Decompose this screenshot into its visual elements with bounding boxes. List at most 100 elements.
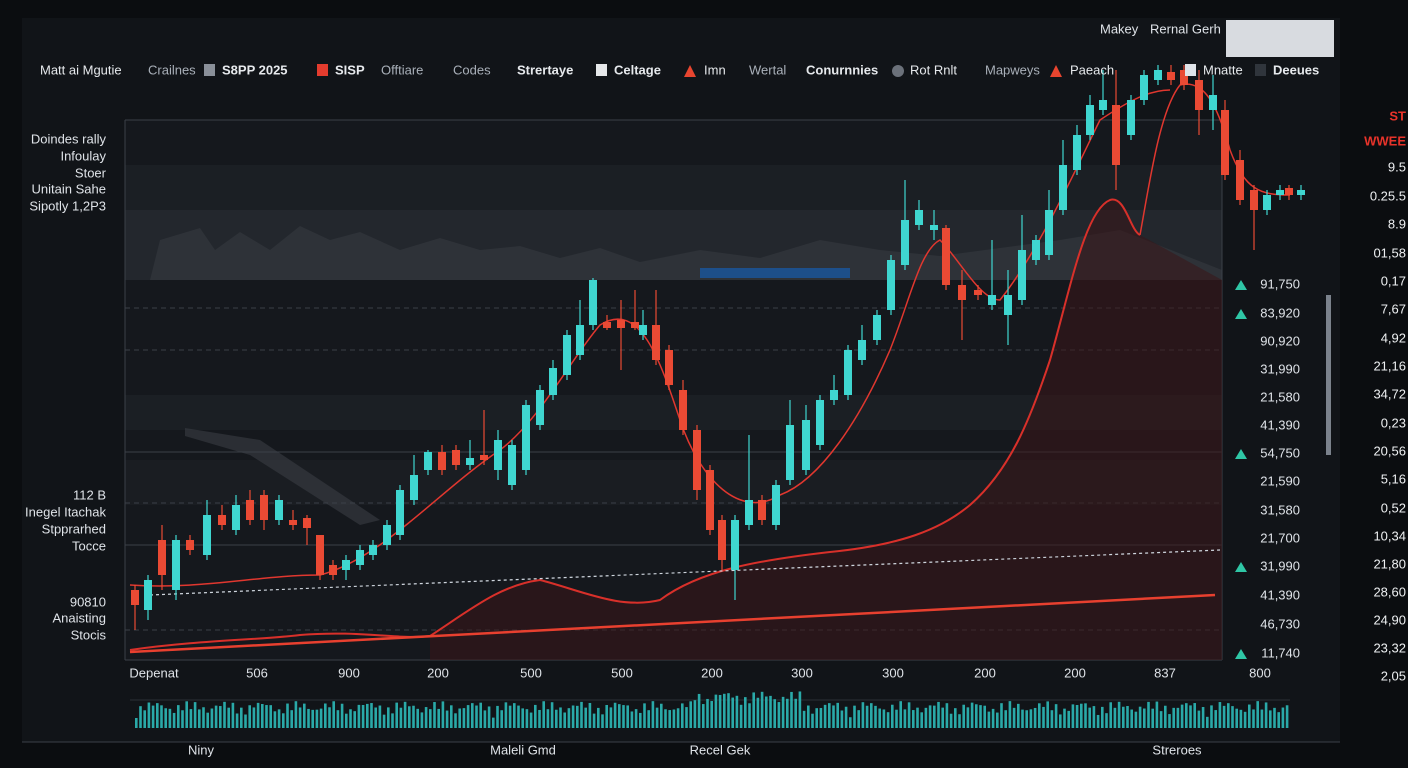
volume-bar bbox=[1264, 702, 1268, 728]
volume-bar bbox=[1151, 708, 1154, 728]
toolbar-item[interactable]: S8PP 2025 bbox=[222, 62, 288, 77]
volume-bar bbox=[672, 709, 676, 728]
candle-body bbox=[246, 500, 254, 520]
toolbar-item[interactable]: Offtiare bbox=[381, 62, 423, 77]
candle-body bbox=[639, 325, 647, 335]
toolbar-item[interactable]: Codes bbox=[453, 62, 491, 77]
toolbar-item[interactable]: Strertaye bbox=[517, 62, 573, 77]
volume-bar bbox=[273, 711, 277, 728]
price-label: 41,390 bbox=[1260, 587, 1300, 602]
volume-bar bbox=[156, 703, 159, 728]
toolbar-item[interactable]: Matt ai Mgutie bbox=[40, 62, 122, 77]
volume-bar bbox=[492, 717, 495, 728]
candle-body bbox=[652, 325, 660, 360]
volume-bar bbox=[815, 708, 818, 728]
candle-body bbox=[410, 475, 418, 500]
price-label: 90,920 bbox=[1260, 333, 1300, 348]
support-line bbox=[149, 549, 1221, 596]
side-value: 10,34 bbox=[1373, 528, 1406, 543]
candle-body bbox=[1209, 95, 1217, 110]
footer-label[interactable]: Streroes bbox=[1152, 742, 1202, 757]
volume-bar bbox=[1021, 709, 1024, 728]
candle-body bbox=[830, 390, 838, 400]
header-label[interactable]: Makey bbox=[1100, 21, 1139, 36]
volume-bar bbox=[1193, 703, 1196, 728]
candle-body bbox=[396, 490, 404, 535]
volume-bar bbox=[949, 713, 953, 728]
volume-bar bbox=[912, 710, 915, 728]
x-tick-label: 200 bbox=[701, 665, 723, 680]
candle-body bbox=[480, 455, 488, 460]
volume-bar bbox=[290, 710, 293, 728]
volume-bar bbox=[975, 704, 978, 728]
volume-bar bbox=[928, 705, 932, 728]
toolbar-item[interactable]: Rot Rnlt bbox=[910, 62, 957, 77]
candle-body bbox=[275, 500, 283, 520]
footer-label[interactable]: Recel Gek bbox=[690, 742, 751, 757]
volume-bar bbox=[214, 705, 218, 728]
price-label: 21,700 bbox=[1260, 530, 1300, 545]
volume-bar bbox=[933, 705, 936, 728]
volume-bar bbox=[1113, 707, 1117, 728]
volume-bar bbox=[504, 702, 508, 728]
candle-body bbox=[1086, 105, 1094, 135]
search-box[interactable] bbox=[1226, 20, 1334, 57]
candle-body bbox=[1263, 195, 1271, 210]
up-arrow bbox=[1235, 562, 1247, 572]
candles bbox=[131, 65, 1305, 630]
volume-bar bbox=[966, 707, 970, 728]
volume-bar bbox=[870, 703, 873, 728]
volume-bar bbox=[613, 702, 617, 728]
toolbar-item[interactable]: Wertal bbox=[749, 62, 786, 77]
volume-bar bbox=[840, 710, 844, 728]
toolbar-item[interactable]: Paeach bbox=[1070, 62, 1114, 77]
side-value: 0,52 bbox=[1381, 500, 1406, 515]
volume-bar bbox=[1008, 701, 1012, 728]
toolbar-item[interactable]: Mapweys bbox=[985, 62, 1040, 77]
toolbar-item[interactable]: Crailnes bbox=[148, 62, 196, 77]
volume-bar bbox=[580, 701, 583, 728]
footer-label[interactable]: Niny bbox=[188, 742, 215, 757]
volume-bar bbox=[550, 702, 554, 728]
volume-bar bbox=[1105, 713, 1108, 728]
candle-body bbox=[522, 405, 530, 470]
side-value: 0.25.5 bbox=[1370, 188, 1406, 203]
toolbar-item[interactable]: SISP bbox=[335, 62, 365, 77]
volume-bar bbox=[147, 702, 151, 728]
side-value: 01,58 bbox=[1373, 245, 1406, 260]
toolbar-item[interactable]: Deeues bbox=[1273, 62, 1319, 77]
volume-bar bbox=[1243, 711, 1247, 728]
side-label: Sipotly 1,2P3 bbox=[29, 198, 106, 213]
candle-body bbox=[745, 500, 753, 525]
volume-bar bbox=[861, 702, 865, 728]
side-value: 24,90 bbox=[1373, 612, 1406, 627]
toolbar-item[interactable]: Imn bbox=[704, 62, 726, 77]
side-value: 23,32 bbox=[1373, 640, 1406, 655]
volume-bar bbox=[391, 713, 394, 728]
volume-bar bbox=[1080, 703, 1083, 728]
candle-body bbox=[1045, 210, 1053, 255]
volume-bar bbox=[412, 705, 415, 728]
up-arrow bbox=[1235, 649, 1247, 659]
volume-bar bbox=[1004, 710, 1007, 728]
volume-bar bbox=[790, 691, 793, 728]
toolbar-item[interactable]: Mnatte bbox=[1203, 62, 1243, 77]
toolbar-item[interactable]: Conurnnies bbox=[806, 62, 878, 77]
volume-bar bbox=[643, 703, 646, 728]
scrollbar[interactable] bbox=[1326, 295, 1331, 455]
candle-body bbox=[1154, 70, 1162, 80]
volume-bar bbox=[777, 702, 781, 728]
volume-bar bbox=[907, 702, 911, 728]
price-label: 31,990 bbox=[1260, 361, 1300, 376]
volume-bar bbox=[962, 704, 965, 728]
candle-body bbox=[536, 390, 544, 425]
footer-label[interactable]: Maleli Gmd bbox=[490, 742, 556, 757]
side-label: 112 B bbox=[73, 487, 106, 502]
volume-bar bbox=[332, 701, 335, 728]
header-label[interactable]: Rernal Gerh bbox=[1150, 21, 1221, 36]
volume-bar bbox=[1050, 710, 1054, 728]
toolbar-item[interactable]: Celtage bbox=[614, 62, 661, 77]
volume-bar bbox=[651, 701, 655, 728]
volume-bar bbox=[597, 707, 600, 728]
volume-bar bbox=[265, 705, 268, 728]
